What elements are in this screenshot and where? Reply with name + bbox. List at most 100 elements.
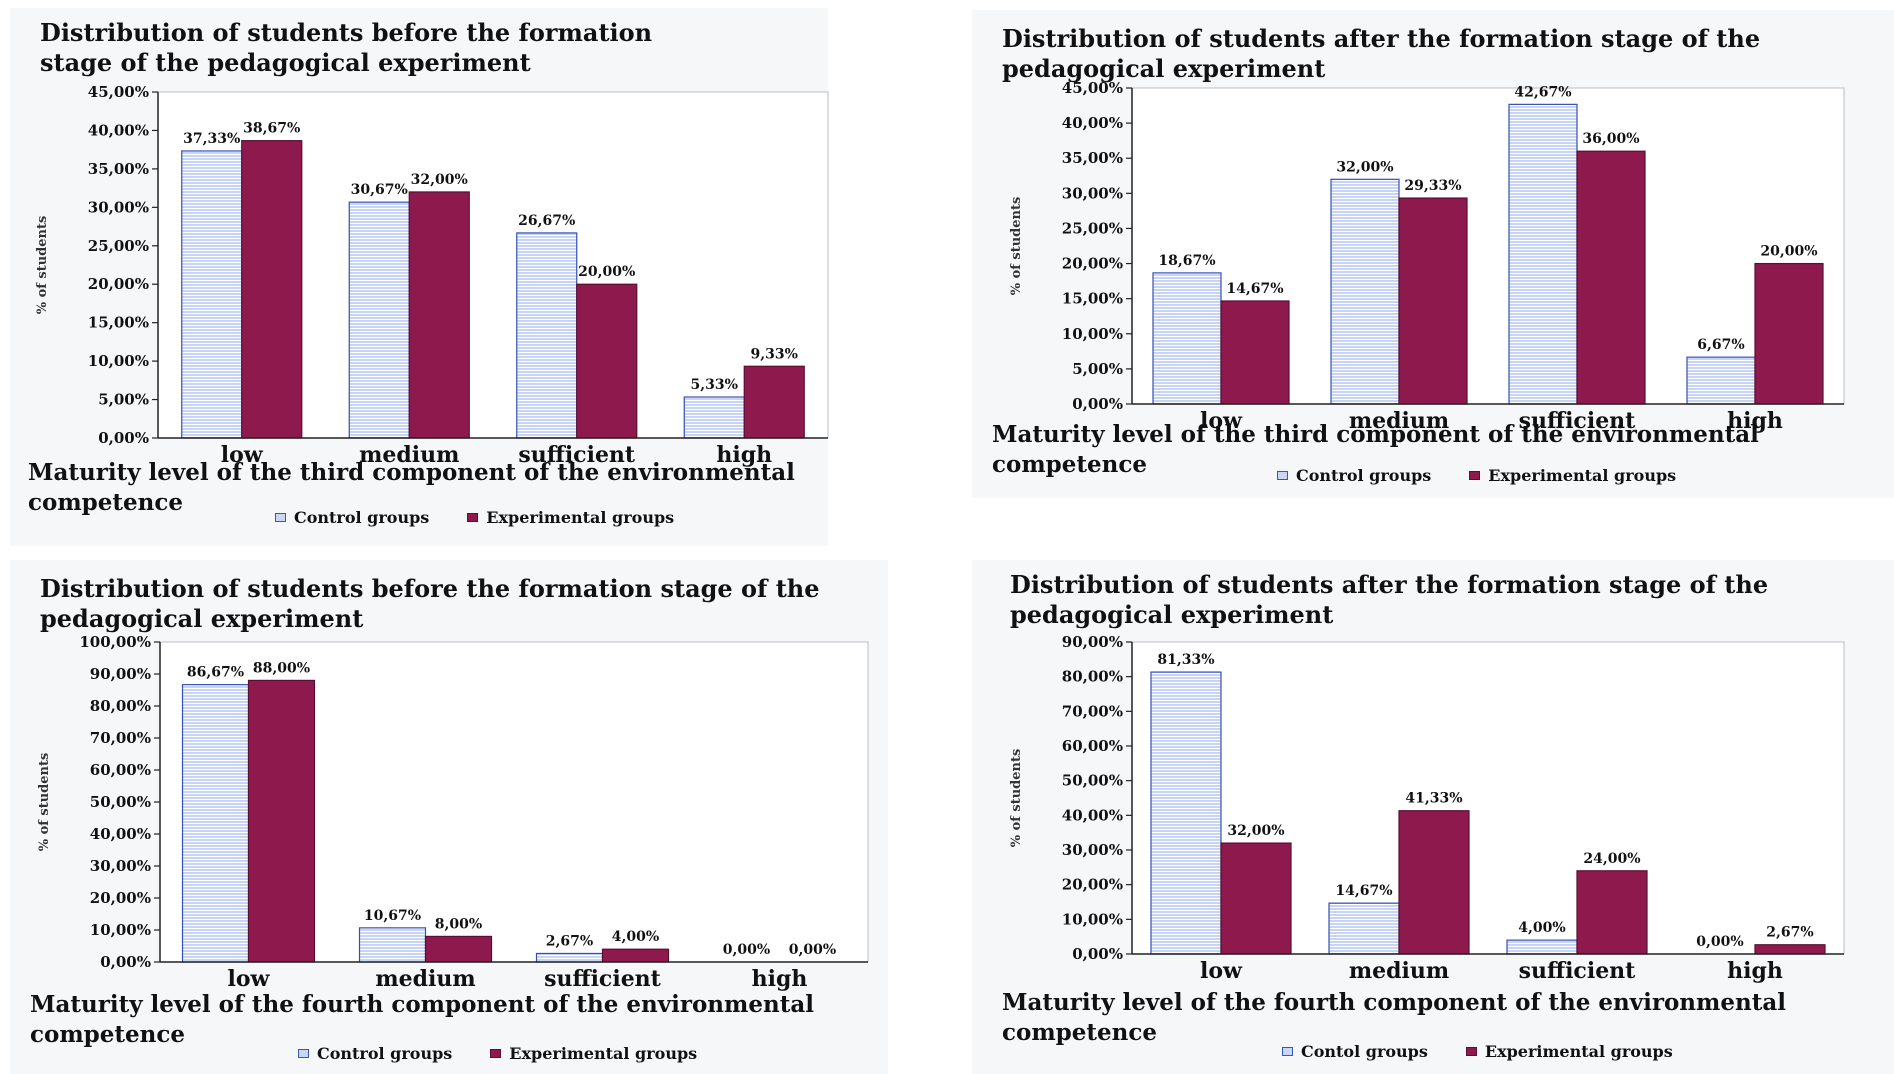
x-tick-label: low: [1200, 408, 1243, 434]
chart-panel-1: Distribution of students before the form…: [10, 8, 829, 546]
x-tick-label: low: [228, 966, 271, 992]
data-label: 36,00%: [1582, 131, 1639, 147]
data-label: 29,33%: [1404, 178, 1461, 194]
y-tick-label: 0,00%: [100, 953, 151, 971]
y-tick-label: 60,00%: [90, 761, 151, 779]
bar-experimental: [1754, 944, 1826, 955]
y-tick-label: 15,00%: [88, 314, 149, 332]
data-label: 9,33%: [751, 346, 798, 362]
legend-label-control: Contol groups: [1301, 1042, 1428, 1061]
bar-experimental: [1576, 870, 1648, 955]
x-axis-title: Maturity level of the third component of…: [992, 421, 1759, 478]
bar-experimental: [408, 191, 470, 439]
bar-control: [1328, 902, 1400, 955]
legend-swatch-control: [1282, 1047, 1293, 1056]
data-label: 32,00%: [1227, 823, 1284, 839]
y-tick-label: 40,00%: [90, 825, 151, 843]
data-label: 4,00%: [612, 929, 659, 945]
y-tick-label: 35,00%: [88, 160, 149, 178]
y-tick-label: 50,00%: [1062, 772, 1123, 790]
y-tick-label: 70,00%: [1062, 702, 1123, 720]
bar-experimental: [424, 935, 493, 963]
data-label: 0,00%: [789, 942, 836, 958]
y-tick-label: 30,00%: [1062, 841, 1123, 859]
y-tick-label: 10,00%: [1062, 325, 1123, 343]
x-tick-label: sufficient: [1519, 958, 1637, 984]
y-axis-label: % of students: [1009, 749, 1024, 848]
chart-panel-2: Distribution of students after the forma…: [972, 10, 1894, 498]
legend: Control groups Experimental groups: [1277, 466, 1676, 485]
data-label: 2,67%: [546, 933, 593, 949]
bar-control: [348, 201, 410, 439]
bar-control: [181, 684, 250, 963]
legend-label-control: Control groups: [1296, 466, 1432, 485]
bar-control: [1330, 178, 1400, 405]
y-tick-label: 10,00%: [1062, 910, 1123, 928]
bar-experimental: [247, 679, 316, 963]
x-tick-label: sufficient: [544, 966, 662, 992]
bar-experimental: [576, 283, 638, 439]
legend-label-experimental: Experimental groups: [1488, 466, 1677, 485]
legend-swatch-control: [275, 513, 286, 522]
y-axis-label: % of students: [1009, 197, 1024, 296]
chart-title: Distribution of students before the form…: [40, 18, 653, 77]
bar-control: [358, 927, 427, 963]
bar-control: [1150, 671, 1222, 955]
y-tick-label: 0,00%: [1072, 945, 1123, 963]
legend: Control groups Experimental groups: [298, 1044, 697, 1063]
bar-experimental: [1398, 810, 1470, 955]
data-label: 18,67%: [1158, 253, 1215, 269]
x-axis-title: Maturity level of the fourth component o…: [1002, 989, 1786, 1046]
y-tick-label: 35,00%: [1062, 149, 1123, 167]
legend-swatch-control: [298, 1049, 309, 1058]
data-label: 32,00%: [411, 172, 468, 188]
bar-experimental: [1220, 300, 1290, 405]
legend: Contol groups Experimental groups: [1282, 1042, 1673, 1061]
data-label: 26,67%: [518, 213, 575, 229]
bar-experimental: [241, 140, 303, 439]
x-tick-label: sufficient: [1519, 408, 1637, 434]
chart-title: Distribution of students before the form…: [40, 574, 820, 633]
y-tick-label: 80,00%: [1062, 668, 1123, 686]
bar-experimental: [743, 365, 805, 439]
legend: Control groups Experimental groups: [275, 508, 674, 527]
y-tick-label: 5,00%: [98, 391, 149, 409]
x-tick-label: sufficient: [518, 442, 636, 468]
x-tick-label: medium: [375, 966, 475, 992]
y-tick-label: 40,00%: [1062, 114, 1123, 132]
x-tick-label: high: [716, 442, 772, 468]
y-tick-label: 10,00%: [88, 352, 149, 370]
y-tick-label: 20,00%: [1062, 876, 1123, 894]
chart-panel-3: Distribution of students before the form…: [10, 560, 888, 1074]
bar-experimental: [1576, 150, 1646, 405]
y-tick-label: 80,00%: [90, 697, 151, 715]
data-label: 10,67%: [364, 908, 421, 924]
data-label: 24,00%: [1583, 851, 1640, 867]
y-tick-label: 60,00%: [1062, 737, 1123, 755]
y-tick-label: 90,00%: [1062, 633, 1123, 651]
y-tick-label: 50,00%: [90, 793, 151, 811]
legend-swatch-control: [1277, 471, 1288, 480]
y-tick-label: 25,00%: [88, 237, 149, 255]
bar-control: [1506, 939, 1578, 955]
chart-title: Distribution of students after the forma…: [1010, 570, 1769, 629]
legend-swatch-experimental: [1469, 471, 1481, 480]
y-tick-label: 100,00%: [79, 633, 151, 651]
y-tick-label: 20,00%: [90, 889, 151, 907]
y-tick-label: 40,00%: [88, 121, 149, 139]
bar-control: [1508, 103, 1578, 405]
x-tick-label: high: [1727, 958, 1783, 984]
chart-2-plot: 0,00% 5,00% 10,00% 15,00% 20,00% 25,00% 30,00%…: [1009, 79, 1845, 434]
bar-experimental: [601, 948, 670, 963]
x-tick-label: low: [221, 442, 264, 468]
data-label: 8,00%: [435, 916, 482, 932]
x-tick-label: high: [1727, 408, 1783, 434]
y-tick-label: 20,00%: [1062, 255, 1123, 273]
y-tick-label: 45,00%: [1062, 79, 1123, 97]
y-tick-label: 70,00%: [90, 729, 151, 747]
chart-panel-4: Distribution of students after the forma…: [972, 560, 1894, 1074]
x-tick-label: low: [1200, 958, 1243, 984]
y-tick-label: 30,00%: [88, 198, 149, 216]
legend-label-experimental: Experimental groups: [486, 508, 675, 527]
legend-swatch-experimental: [1465, 1047, 1477, 1056]
